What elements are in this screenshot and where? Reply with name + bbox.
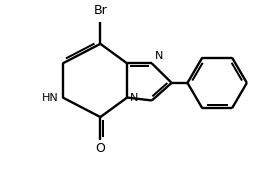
Text: Br: Br [94, 4, 107, 17]
Text: N: N [155, 51, 163, 61]
Text: N: N [130, 93, 138, 103]
Text: O: O [95, 142, 105, 155]
Text: HN: HN [42, 93, 59, 103]
